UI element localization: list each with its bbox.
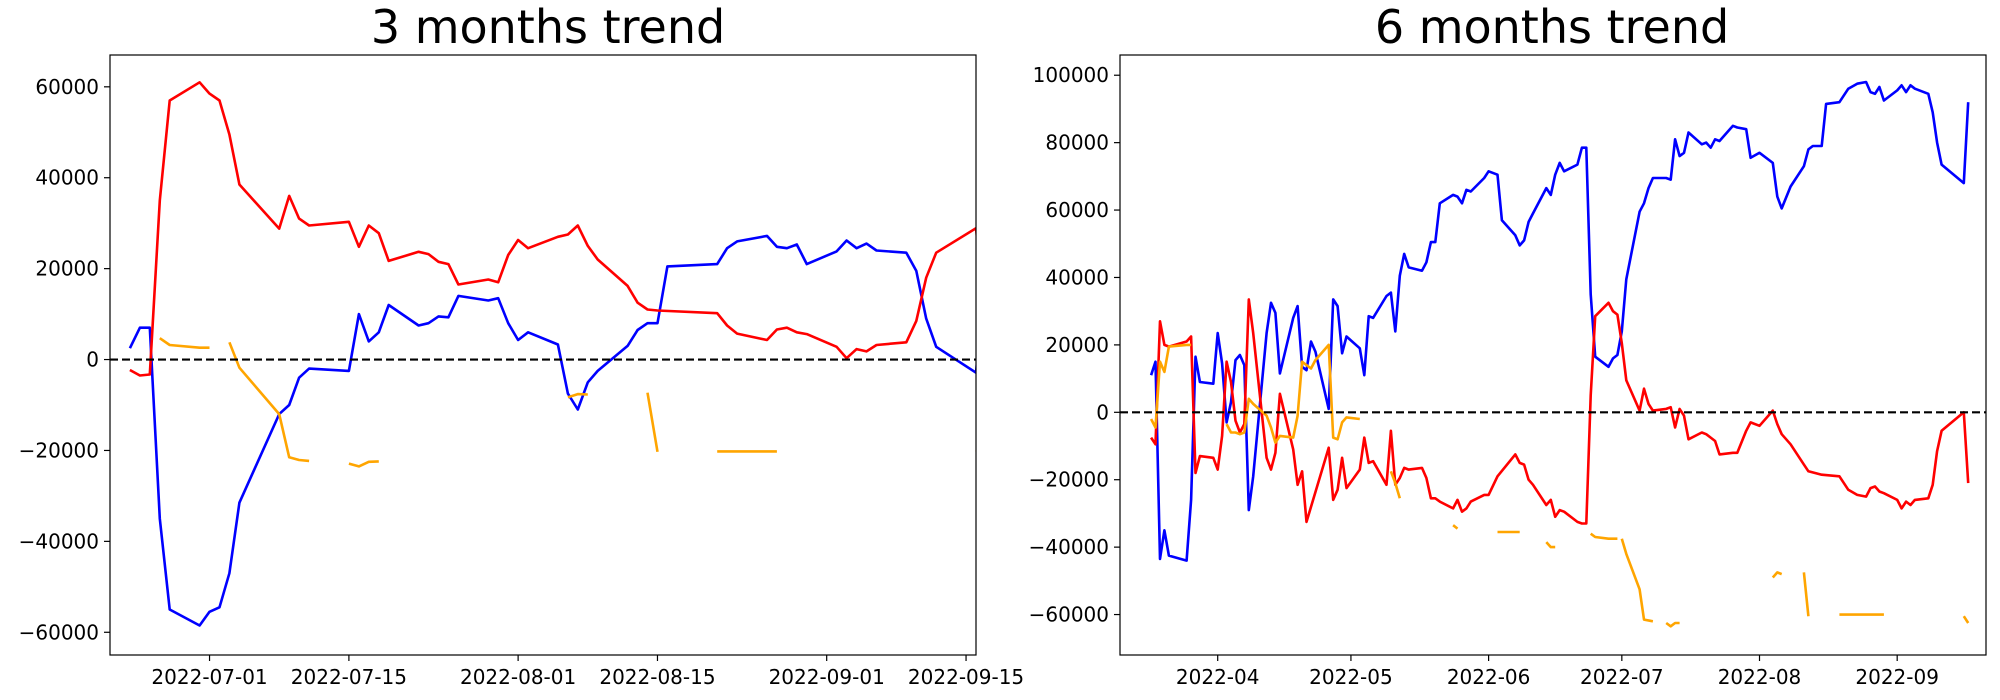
- y-tick-label: −60000: [1029, 603, 1109, 627]
- series-line-blue: [1149, 80, 1970, 562]
- series-line-orange: [975, 450, 976, 452]
- x-tick-label: 2022-07: [1580, 665, 1664, 689]
- y-tick-label: 40000: [1045, 265, 1109, 289]
- y-tick-label: 0: [1096, 400, 1109, 424]
- x-tick-label: 2022-07-15: [291, 665, 407, 689]
- series-line-orange: [1452, 524, 1459, 530]
- y-tick-label: −20000: [1029, 468, 1109, 492]
- series-line-orange: [1665, 621, 1680, 628]
- y-axis: −60000 −40000 −20000 0 20000 40000 60000: [19, 75, 110, 644]
- series-line-orange: [1771, 571, 1783, 579]
- y-tick-label: 60000: [1045, 198, 1109, 222]
- series-line-red: [1150, 298, 1970, 525]
- axes-frame: [1119, 54, 1987, 656]
- series-line-orange: [348, 460, 379, 468]
- x-tick-label: 2022-08-15: [599, 665, 715, 689]
- x-tick-label: 2022-07-01: [151, 665, 267, 689]
- x-tick-label: 2022-04: [1176, 665, 1260, 689]
- axes-frame: [109, 54, 977, 656]
- x-axis: 2022-07-01 2022-07-15 2022-08-01 2022-08-15…: [151, 655, 1024, 689]
- y-tick-label: 60000: [35, 75, 99, 99]
- chart-6-months: 6 months trend 2022-04 2022-05 2022-06 2022…: [1029, 0, 1987, 689]
- series-line-orange: [1962, 615, 1970, 624]
- y-axis: −60000 −40000 −20000 0 20000 40000 60000 80000 1…: [1029, 63, 1120, 627]
- series-line-orange: [1620, 538, 1654, 623]
- y-tick-label: 100000: [1033, 63, 1109, 87]
- x-tick-label: 2022-09-15: [908, 665, 1024, 689]
- y-tick-label: −40000: [1029, 535, 1109, 559]
- y-tick-label: 20000: [1045, 333, 1109, 357]
- series-line-orange: [567, 392, 588, 399]
- y-tick-label: −40000: [19, 529, 99, 553]
- x-axis: 2022-04 2022-05 2022-06 2022-07 2022-08 2022-…: [1176, 655, 1939, 689]
- series-line-red: [129, 81, 976, 377]
- series-line-orange: [1545, 541, 1556, 549]
- x-tick-label: 2022-05: [1309, 665, 1393, 689]
- x-tick-label: 2022-09: [1855, 665, 1939, 689]
- y-tick-label: 40000: [35, 166, 99, 190]
- series-line-orange: [1389, 470, 1402, 499]
- chart-title: 3 months trend: [371, 0, 725, 54]
- x-tick-label: 2022-09-01: [769, 665, 885, 689]
- chart-title: 6 months trend: [1375, 0, 1729, 54]
- y-tick-label: 80000: [1045, 131, 1109, 155]
- y-tick-label: −20000: [19, 438, 99, 462]
- chart-3-months: 3 months trend 2022-07-01 2022-07-15 2022-…: [19, 0, 1025, 689]
- series-line-orange: [159, 337, 210, 349]
- series-line-orange: [1149, 343, 1192, 429]
- series-line-orange: [228, 341, 310, 463]
- series-line-blue: [128, 234, 976, 627]
- series-line-orange: [1225, 343, 1360, 444]
- plot-area: [110, 81, 976, 627]
- x-tick-label: 2022-08: [1718, 665, 1802, 689]
- x-tick-label: 2022-08-01: [460, 665, 576, 689]
- plot-area: [1120, 80, 1986, 628]
- y-tick-label: 0: [86, 348, 99, 372]
- series-line-orange: [1802, 572, 1810, 617]
- x-tick-label: 2022-06: [1447, 665, 1531, 689]
- series-group: [1120, 80, 1986, 628]
- y-tick-label: −60000: [19, 620, 99, 644]
- series-line-orange: [1589, 532, 1618, 540]
- series-line-orange: [646, 392, 659, 453]
- y-tick-label: 20000: [35, 257, 99, 281]
- series-group: [110, 81, 976, 627]
